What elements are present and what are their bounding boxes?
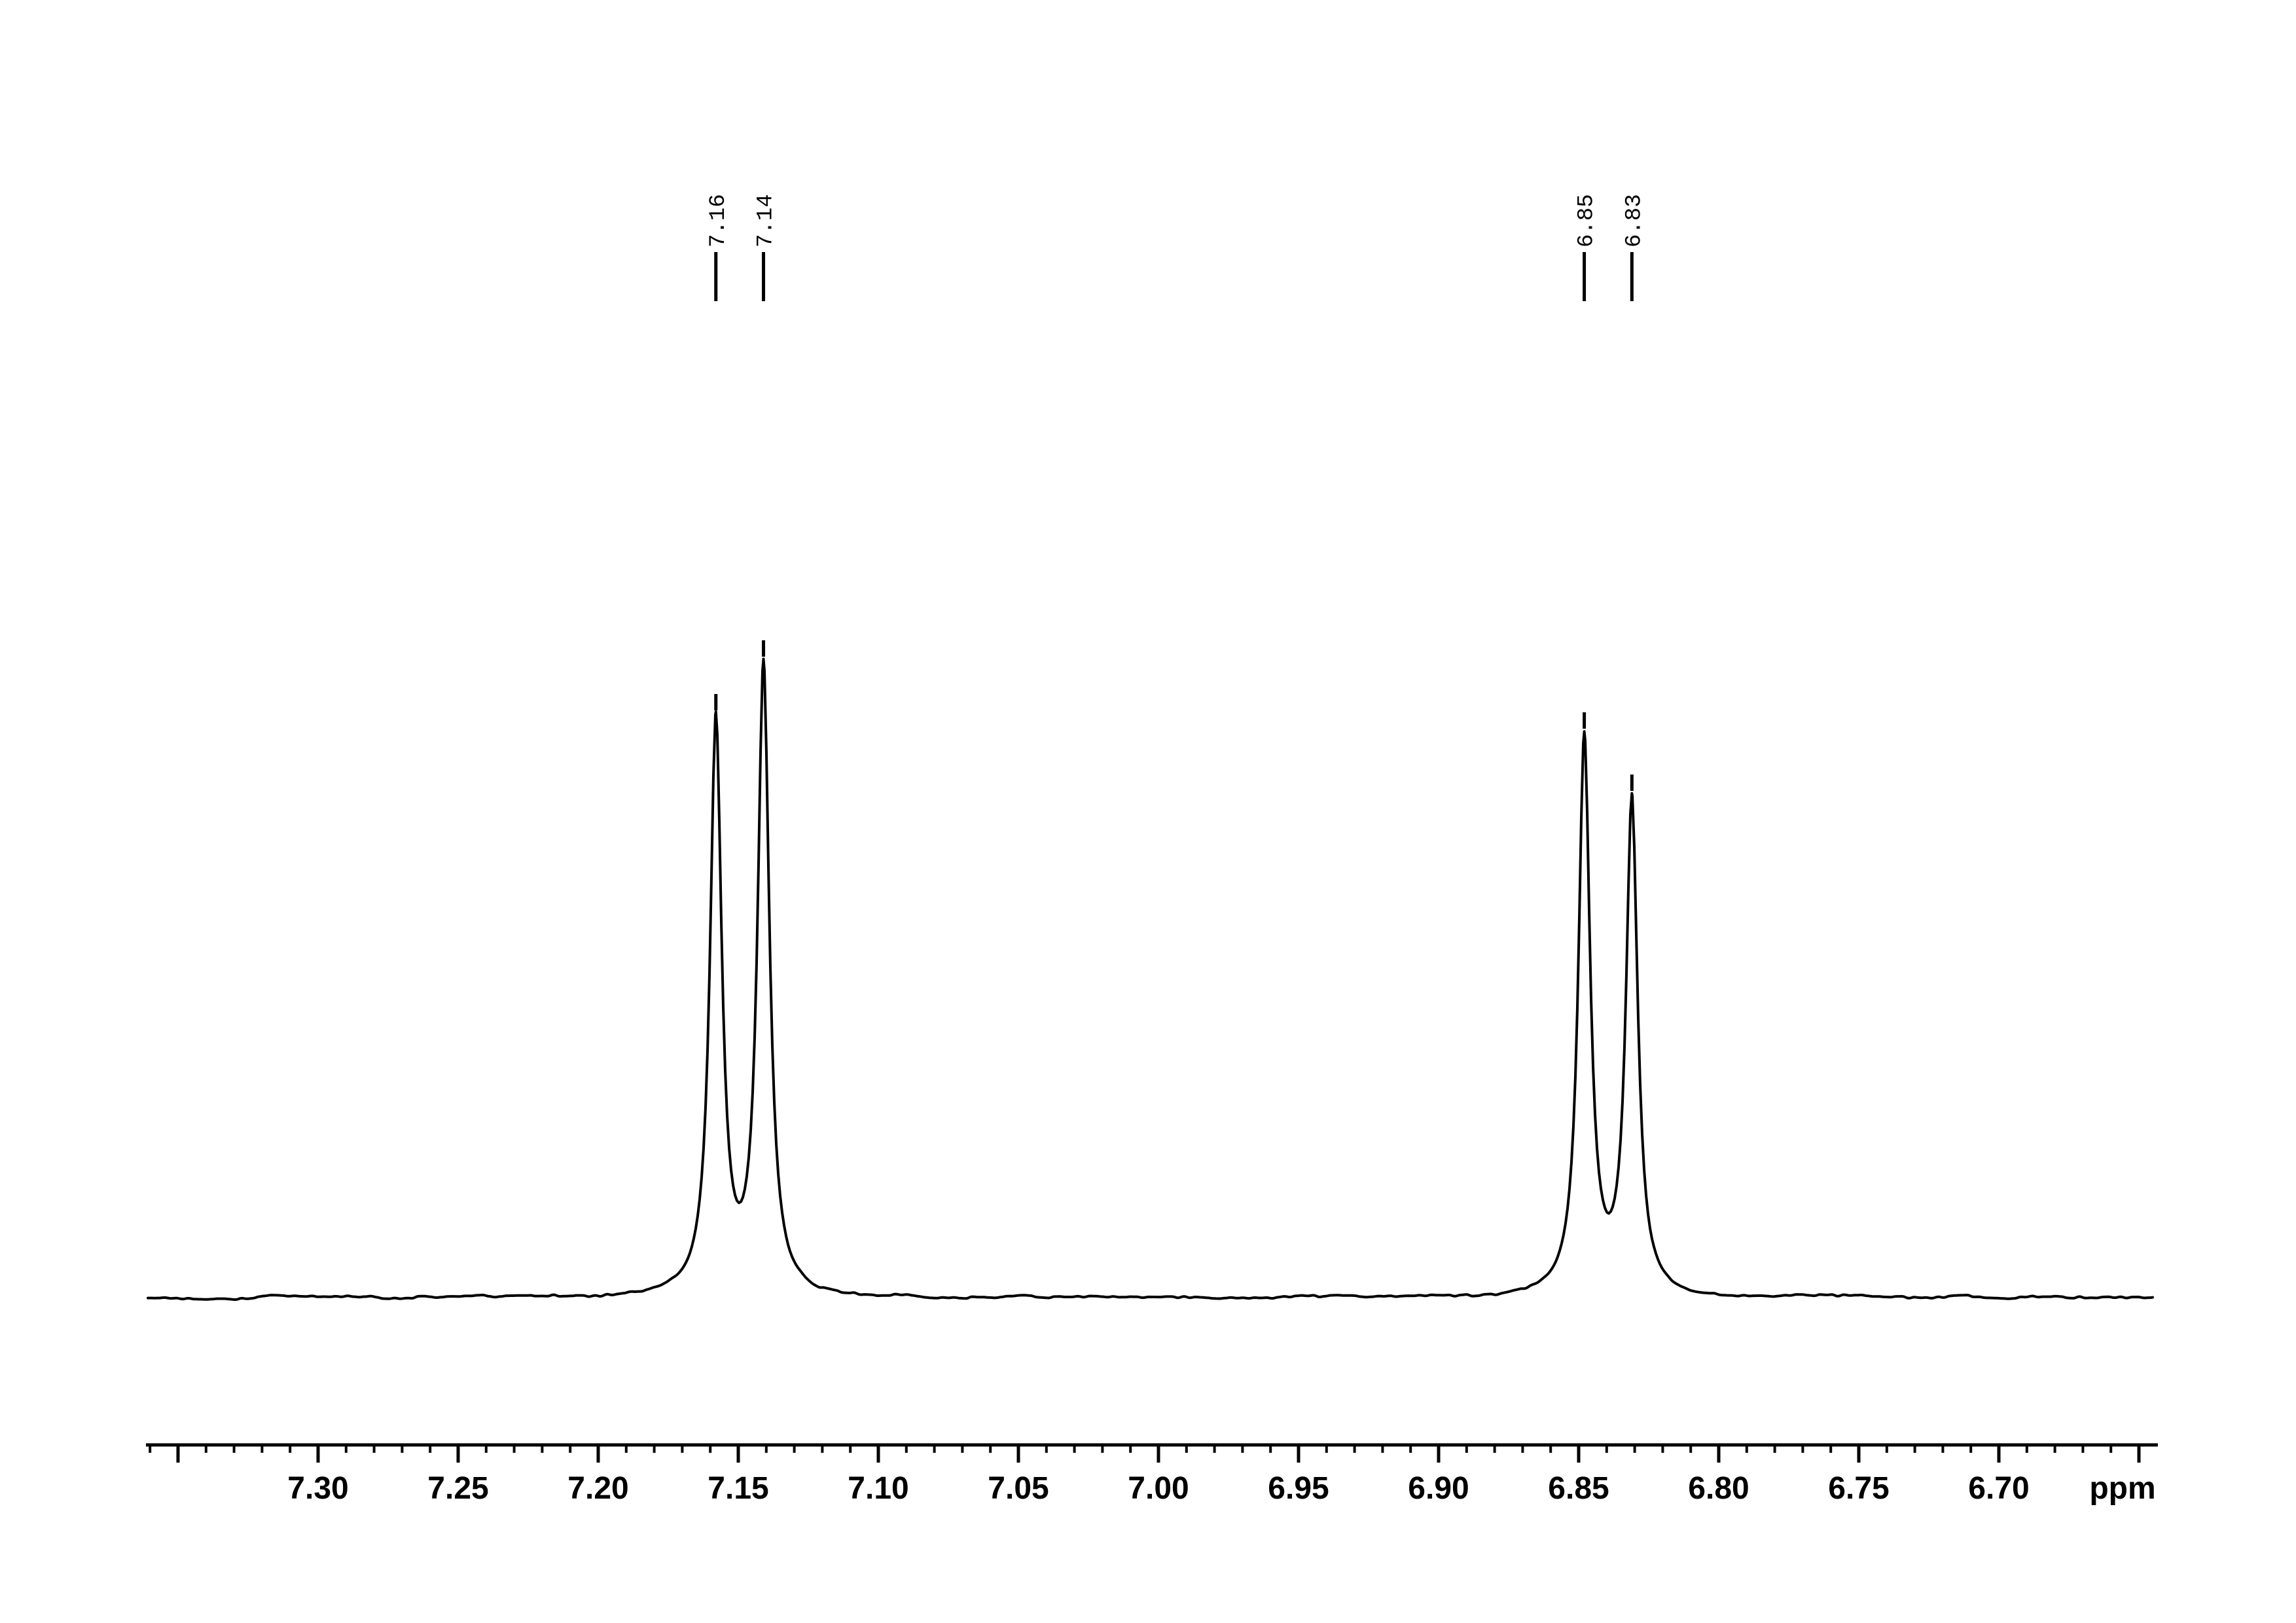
spectrum-trace-group [147,657,2154,1301]
x-axis-tick-label: 6.75 [1828,1471,1889,1506]
spectrum-trace [147,657,2154,1301]
peak-label: 7.14 [754,194,779,247]
peak-label: 6.83 [1622,194,1647,247]
x-axis-tick-label: 6.70 [1968,1471,2029,1506]
x-axis-tick-label: 7.05 [988,1471,1049,1506]
x-axis-tick-label: 7.00 [1128,1471,1189,1506]
x-axis-ticks [149,1445,2141,1463]
x-axis-tick-label: 7.10 [848,1471,908,1506]
peak-label: 6.85 [1575,194,1600,247]
x-axis-tick-label: 6.80 [1688,1471,1749,1506]
x-axis-unit-label: ppm [2089,1471,2155,1506]
x-axis-tick-label: 7.20 [567,1471,628,1506]
x-axis-tick-label: 7.25 [427,1471,488,1506]
peak-annotations: 7.16 7.14 6.85 6.83 [706,194,1647,301]
x-axis-tick-label: 7.30 [287,1471,348,1506]
x-axis-tick-label: 6.90 [1408,1471,1469,1506]
x-axis: 7.30 7.25 7.20 7.15 7.10 7.05 7.00 6.95 6.90 6.85… [146,1443,2158,1506]
peak-label: 7.16 [706,194,731,247]
peak-pick-marks [714,640,1634,791]
x-axis-tick-label: 6.85 [1548,1471,1609,1506]
x-axis-tick-label: 7.15 [708,1471,768,1506]
x-axis-tick-label: 6.95 [1268,1471,1329,1506]
